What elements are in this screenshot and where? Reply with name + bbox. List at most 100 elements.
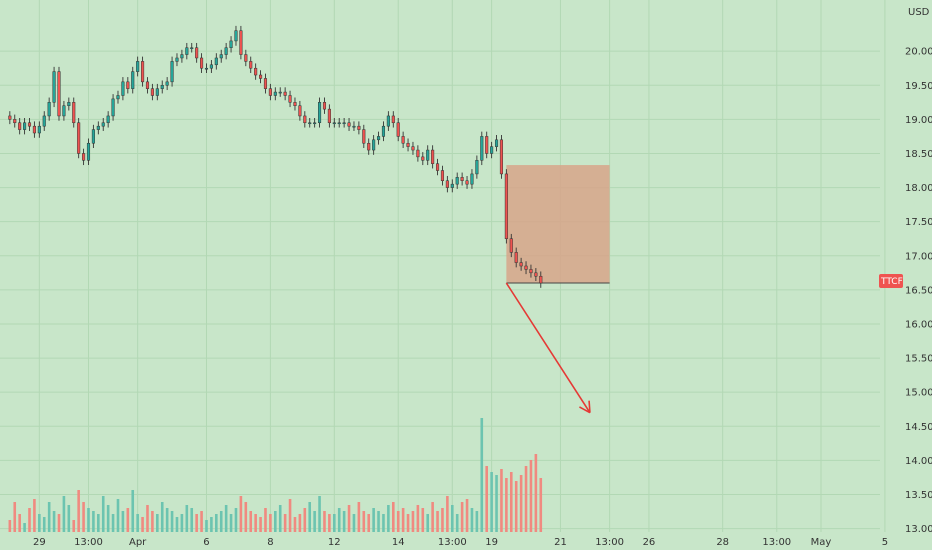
- volume-bar: [234, 508, 238, 532]
- candle-body: [86, 142, 91, 161]
- arrow-head: [588, 400, 591, 413]
- candle-body: [406, 142, 410, 147]
- candle-body: [141, 61, 145, 83]
- price-tick-label: 14.00: [905, 456, 932, 467]
- candle-body: [485, 136, 489, 154]
- candle-body: [160, 85, 164, 89]
- volume-bar: [42, 517, 46, 532]
- volume-bar: [441, 508, 444, 532]
- candle-body: [219, 54, 223, 59]
- volume-bar: [190, 508, 194, 532]
- candle-body: [106, 115, 110, 124]
- candle-body: [190, 47, 194, 49]
- candle-body: [445, 180, 449, 188]
- time-tick-label: 29: [33, 537, 46, 548]
- volume-bar: [259, 517, 262, 532]
- time-tick-label: 12: [328, 537, 341, 548]
- candle-body: [293, 102, 297, 106]
- candle-body: [504, 173, 508, 239]
- volume-bar: [465, 499, 469, 532]
- volume-bar: [362, 511, 366, 532]
- candle-body: [514, 252, 518, 263]
- currency-label: USD: [908, 7, 930, 18]
- price-axis[interactable]: USD 13.00 13.50 14.00 14.50 15.00 15.50 16.00 1…: [905, 7, 932, 535]
- candle-body: [332, 122, 336, 125]
- candle-body: [362, 129, 366, 144]
- price-tick-label: 15.50: [905, 354, 932, 365]
- candle-body: [411, 146, 415, 151]
- candle-body: [372, 139, 376, 151]
- volume-bar: [396, 511, 400, 532]
- candle-body: [150, 88, 154, 96]
- time-axis[interactable]: 29 13:00 Apr 6 8 12 14 13:00 19 21 13:00 26 28 13:00 M…: [33, 537, 888, 548]
- volume-bar: [446, 496, 449, 532]
- volume-bar: [475, 511, 479, 532]
- volume-bar: [318, 496, 321, 532]
- candle-body: [460, 177, 464, 181]
- candle-body: [534, 272, 538, 277]
- candle-body: [204, 67, 209, 70]
- volume-bar: [372, 508, 375, 532]
- volume-bar: [210, 517, 213, 532]
- ticker-badge: TTCF: [879, 274, 903, 288]
- volume-bar: [156, 514, 159, 532]
- volume-bar: [47, 502, 51, 532]
- volume-bar: [106, 505, 110, 532]
- candle-body: [327, 108, 331, 124]
- candle-body: [175, 57, 179, 62]
- candle-body: [195, 47, 199, 59]
- volume-bar: [357, 502, 361, 532]
- volume-bar: [524, 466, 528, 532]
- candle-body: [455, 177, 459, 185]
- volume-bar: [141, 517, 144, 532]
- volume-bar: [205, 520, 208, 532]
- candle-body: [185, 47, 189, 55]
- volume-bar: [283, 514, 287, 532]
- volume-bar: [87, 508, 90, 532]
- volume-bar: [308, 502, 312, 532]
- volume-bar: [131, 490, 135, 532]
- volume-bar: [391, 502, 395, 532]
- candle-body: [37, 125, 41, 134]
- time-tick-label: May: [811, 537, 832, 548]
- candle-body: [273, 91, 277, 96]
- candle-body: [283, 91, 287, 96]
- volume-bar: [298, 514, 302, 532]
- candle-body: [386, 115, 390, 127]
- candle-body: [57, 71, 61, 117]
- volume-bar: [92, 511, 95, 532]
- candle-body: [244, 54, 248, 62]
- candle-body: [23, 122, 27, 130]
- volume-bar: [121, 511, 125, 532]
- ticker-badge-label: TTCF: [880, 277, 903, 287]
- candle-body: [480, 136, 484, 161]
- volume-bar: [126, 508, 130, 532]
- candle-body: [431, 149, 435, 164]
- candle-body: [229, 40, 233, 48]
- volume-bar: [514, 481, 518, 532]
- candle-body: [396, 122, 400, 137]
- candle-body: [259, 74, 263, 79]
- price-tick-label: 17.00: [905, 251, 932, 262]
- arrow-head: [579, 406, 591, 414]
- volume-bar: [303, 508, 307, 532]
- candle-body: [529, 269, 533, 274]
- candle-body: [13, 119, 17, 124]
- candle-body: [131, 71, 135, 89]
- candle-body: [342, 122, 346, 125]
- price-tick-label: 18.50: [905, 149, 932, 160]
- volume-bar: [313, 511, 316, 532]
- volume-bar: [82, 502, 85, 532]
- volume-bar: [219, 511, 223, 532]
- candle-body: [416, 149, 420, 158]
- volume-bar: [111, 514, 115, 532]
- volume-bar: [519, 475, 523, 532]
- volume-bar: [367, 514, 371, 532]
- volume-bar: [239, 496, 243, 532]
- candle-body: [303, 115, 307, 124]
- volume-bar: [8, 520, 12, 532]
- volume-bar: [328, 514, 331, 532]
- entry-zone: [506, 165, 610, 284]
